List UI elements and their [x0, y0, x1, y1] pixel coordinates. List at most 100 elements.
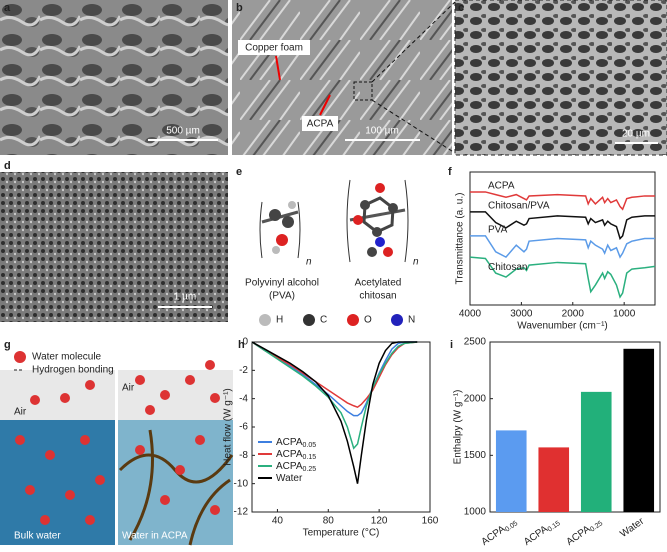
x-tick-label: 1000 — [613, 309, 636, 320]
label: Water — [276, 473, 303, 484]
repeat-n: n — [413, 257, 419, 268]
region-label: Air — [14, 407, 27, 418]
label-main: ACPA — [276, 461, 303, 472]
y-tick-label: 2000 — [464, 393, 487, 404]
y-axis-label: Transmittance (a. u.) — [455, 193, 466, 285]
x-tick-label: 40 — [272, 516, 284, 527]
series-label: PVA — [488, 224, 508, 235]
panel-label: c — [458, 2, 464, 14]
zoom-line — [371, 1, 456, 83]
panel-label: i — [450, 339, 453, 351]
panel-label: e — [236, 166, 242, 178]
y-tick-label: -12 — [234, 507, 249, 518]
series-label: ACPA — [488, 181, 515, 192]
label-sub: 0.15 — [303, 454, 317, 461]
scale-label: 100 µm — [365, 126, 399, 137]
scale-label: 1 µm — [174, 292, 196, 303]
series-line — [470, 235, 655, 259]
molecule-name: Polyvinyl alcohol — [245, 278, 319, 289]
air-region — [0, 370, 115, 420]
label: ACPA0.15 — [522, 516, 562, 547]
molecule-pva — [259, 201, 301, 259]
panel-label: g — [4, 339, 11, 351]
label-sub: 0.15 — [546, 520, 561, 534]
y-tick-label: 1000 — [464, 507, 487, 518]
atom-label: O — [364, 315, 372, 326]
label-sub: 0.05 — [504, 520, 519, 534]
atom-label: N — [408, 315, 415, 326]
panel-label: a — [4, 2, 11, 14]
series-line — [469, 256, 656, 299]
region-label: Water in ACPA — [122, 531, 188, 542]
bar — [580, 391, 612, 512]
zoom-box — [353, 81, 373, 101]
label-sub: 0.05 — [303, 442, 317, 449]
plot-frame — [489, 341, 661, 513]
panel-label: b — [236, 2, 243, 14]
series-label: Chitosan/PVA — [488, 201, 550, 212]
y-tick-label: 0 — [242, 337, 248, 348]
x-tick-label: 120 — [371, 516, 388, 527]
annotation: Copper foam — [245, 43, 303, 54]
y-axis-label: Enthalpy (W g⁻¹) — [453, 390, 464, 465]
sem-image — [455, 0, 667, 155]
x-tick-label: 2000 — [562, 309, 585, 320]
molecule-chitosan — [346, 179, 409, 263]
label: ACPA0.25 — [276, 461, 316, 473]
bar — [623, 348, 655, 512]
scale-label: 20 µm — [622, 129, 650, 140]
x-tick-label: 4000 — [459, 309, 482, 320]
plot-frame — [251, 341, 431, 513]
atom-key — [303, 314, 315, 326]
x-axis-label: Temperature (°C) — [303, 528, 380, 539]
atom-label: H — [276, 315, 283, 326]
label-main: ACPA — [276, 449, 303, 460]
x-tick-label: 80 — [323, 516, 335, 527]
series-line — [470, 211, 655, 240]
sem-image — [0, 0, 228, 155]
atom-label: C — [320, 315, 327, 326]
sem-image — [232, 0, 452, 155]
label-main: ACPA — [276, 437, 303, 448]
region-label: Bulk water — [14, 531, 61, 542]
molecule-name: Acetylated — [355, 278, 402, 289]
annotation: ACPA — [307, 119, 334, 130]
panel-label: d — [4, 160, 11, 172]
legend-label: Water molecule — [32, 352, 102, 363]
label: ACPA0.25 — [564, 516, 604, 547]
atom-key — [347, 314, 359, 326]
x-tick-label: 3000 — [510, 309, 533, 320]
callout-box — [238, 40, 310, 55]
label-main: ACPA — [522, 523, 550, 547]
molecule-name: (PVA) — [269, 291, 295, 302]
y-tick-label: -2 — [239, 365, 248, 376]
zoom-line — [371, 99, 456, 154]
label-main: Water — [276, 473, 303, 484]
arrow — [319, 94, 331, 116]
callout-box — [302, 116, 338, 131]
panel-label: h — [238, 339, 245, 351]
region-label: Air — [122, 383, 135, 394]
bar — [495, 430, 527, 512]
series-line — [251, 341, 418, 450]
y-tick-label: -8 — [239, 450, 248, 461]
panel-label: f — [448, 166, 452, 178]
series-line — [470, 191, 655, 211]
zoom-frame — [454, 0, 667, 156]
y-tick-label: 2500 — [464, 337, 487, 348]
molecule-name: chitosan — [359, 291, 396, 302]
atom-key — [391, 314, 403, 326]
label: ACPA0.05 — [276, 437, 316, 449]
legend-label: Hydrogen bonding — [32, 365, 114, 376]
scale-label: 500 µm — [166, 126, 200, 137]
label: ACPA0.15 — [276, 449, 316, 461]
repeat-n: n — [306, 257, 312, 268]
label-main: ACPA — [564, 523, 592, 547]
water-molecules — [14, 351, 220, 525]
y-tick-label: -4 — [239, 393, 248, 404]
y-tick-label: -6 — [239, 422, 248, 433]
label-sub: 0.25 — [589, 520, 604, 534]
bar — [538, 447, 570, 512]
atom-key — [259, 314, 271, 326]
